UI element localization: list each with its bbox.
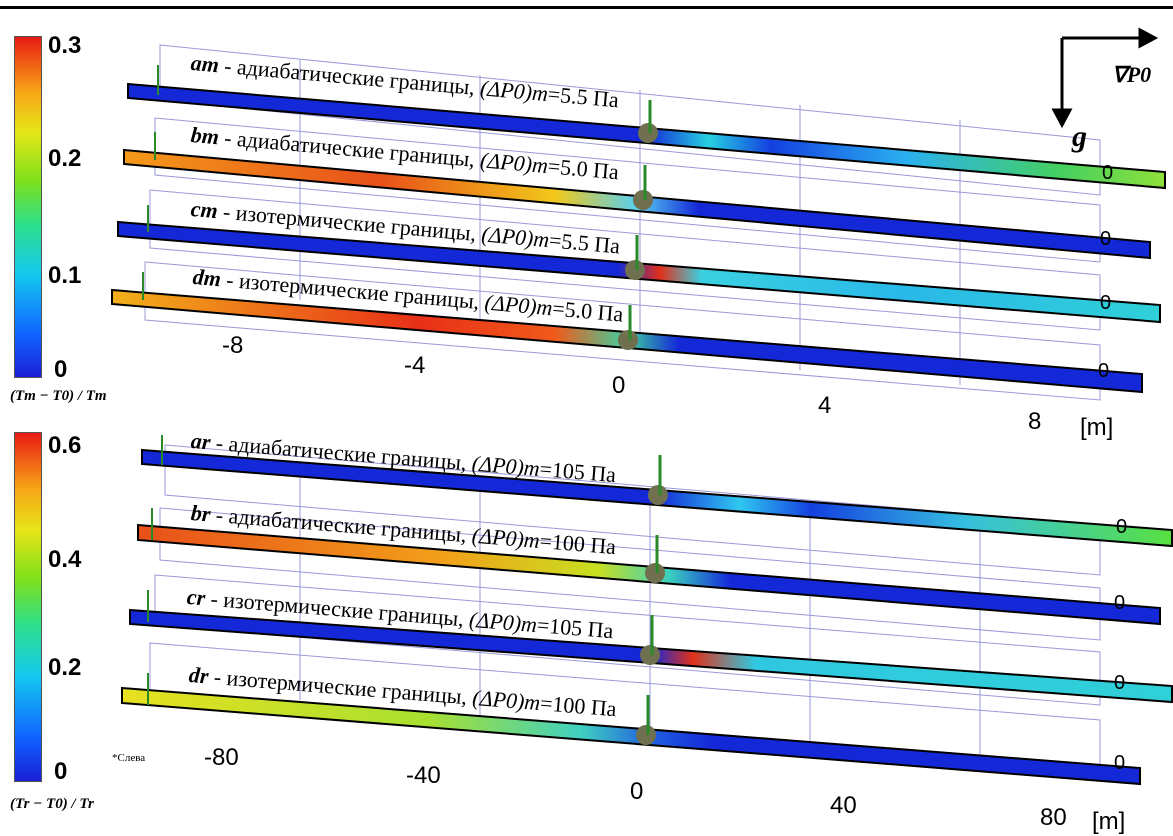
axis-tick: 0	[612, 372, 626, 399]
row-zero-ar: 0	[1116, 516, 1128, 538]
row-zero-cr: 0	[1114, 672, 1126, 694]
colorbar-bottom	[14, 432, 42, 782]
row-value: =5.0 Па	[546, 153, 620, 185]
row-value: =100 Па	[538, 528, 618, 560]
axis-tick: -40	[406, 762, 441, 789]
colorbar-bottom-max: 0.6	[48, 432, 82, 459]
colorbar-top-tick-02: 0.2	[48, 145, 82, 172]
row-dp: (ΔP0)m	[483, 289, 554, 321]
row-dp: (ΔP0)m	[471, 450, 541, 481]
colorbar-bottom-tick-02: 0.2	[48, 654, 82, 681]
axis-unit: [m]	[1080, 414, 1114, 441]
row-id: ar	[189, 428, 212, 455]
row-value: =105 Па	[538, 456, 618, 488]
colorbar-top	[14, 36, 42, 378]
row-dp: (ΔP0)m	[468, 606, 538, 638]
colorbar-top-tick-01: 0.1	[48, 262, 82, 289]
row-dp: (ΔP0)m	[471, 684, 542, 716]
axis-tick: -80	[204, 744, 239, 771]
row-value: =5.0 Па	[551, 295, 625, 327]
colorbar-bottom-label: (Tr − T0) / Tr	[10, 796, 94, 812]
row-value: =100 Па	[539, 690, 618, 722]
g-label: g	[1072, 120, 1087, 153]
vector-arrows	[1051, 27, 1159, 129]
row-zero-br: 0	[1114, 592, 1126, 614]
row-value: =5.5 Па	[546, 81, 620, 113]
row-id: cm	[189, 196, 219, 224]
row-dp: (ΔP0)m	[479, 75, 550, 107]
row-zero-am: 0	[1102, 162, 1114, 184]
view-note: *Слева	[112, 752, 146, 764]
axis-tick: 0	[630, 778, 644, 805]
row-id: bm	[189, 122, 221, 150]
row-id: dr	[187, 662, 210, 689]
axis-triads	[142, 65, 163, 705]
axis-tick: 40	[830, 792, 857, 819]
row-zero-dm: 0	[1098, 360, 1110, 382]
channel-dr	[121, 686, 1141, 786]
colorbar-top-min: 0	[54, 356, 68, 383]
colorbar-top-label: (Tm − T0) / Tm	[10, 388, 107, 404]
row-zero-cm: 0	[1100, 292, 1112, 314]
row-value: =5.5 Па	[548, 227, 622, 259]
colorbar-bottom-min: 0	[54, 758, 68, 785]
row-zero-bm: 0	[1100, 228, 1112, 250]
row-dp: (ΔP0)m	[480, 221, 551, 253]
row-dp: (ΔP0)m	[471, 522, 541, 553]
axis-tick: -8	[222, 332, 244, 359]
row-id: am	[189, 50, 221, 78]
grad-p0-label: ∇P0	[1112, 62, 1152, 87]
colorbar-top-max: 0.3	[48, 32, 82, 59]
row-id: dm	[191, 264, 223, 292]
axis-tick: 80	[1040, 804, 1067, 831]
row-id: br	[189, 500, 212, 527]
row-dp: (ΔP0)m	[479, 147, 550, 179]
top-rule	[0, 6, 1173, 9]
axis-tick: 8	[1028, 408, 1042, 435]
row-value: =105 Па	[535, 612, 615, 644]
axis-tick: -4	[404, 352, 426, 379]
row-zero-dr: 0	[1114, 752, 1126, 774]
axis-tick: 4	[818, 392, 832, 419]
colorbar-bottom-tick-04: 0.4	[48, 546, 82, 573]
axis-unit: [m]	[1092, 808, 1126, 835]
center-markers	[618, 100, 668, 745]
